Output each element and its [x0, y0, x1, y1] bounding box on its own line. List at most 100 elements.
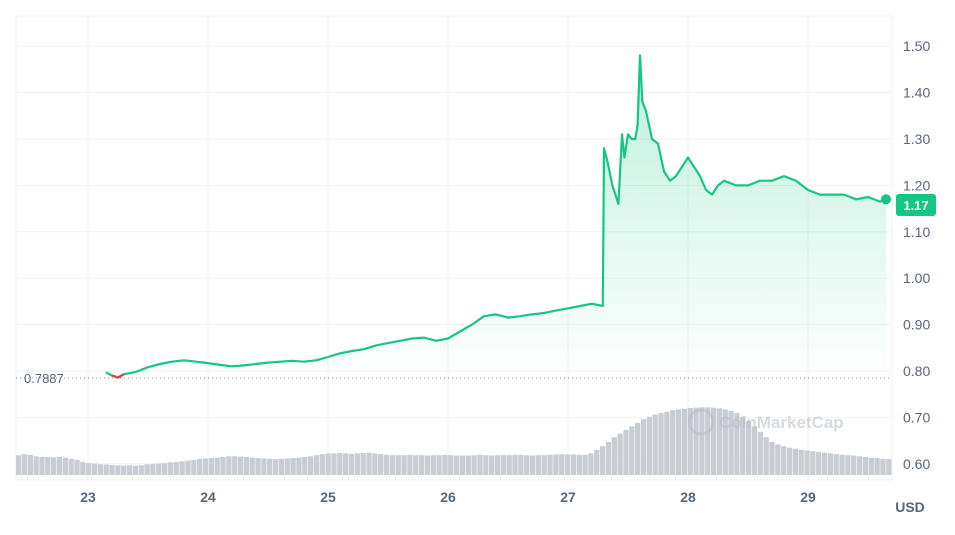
volume-bar: [237, 456, 244, 475]
volume-bar: [51, 457, 57, 475]
volume-bar: [313, 455, 320, 475]
y-tick-label: 0.60: [903, 456, 930, 472]
volume-bar: [436, 455, 442, 475]
volume-bar: [389, 455, 395, 475]
volume-bar: [255, 458, 261, 475]
volume-bar: [576, 454, 582, 475]
volume-bar: [675, 409, 682, 475]
price-line-path[interactable]: [105, 54, 887, 379]
volume-bar: [810, 451, 816, 475]
volume-bar: [173, 462, 179, 475]
x-tick-label: 24: [200, 489, 216, 505]
volume-bar: [629, 426, 635, 475]
volume-bar: [652, 414, 658, 475]
currency-label: USD: [895, 499, 925, 515]
volume-bar: [635, 422, 641, 475]
volume-bar: [308, 456, 314, 475]
x-tick-label: 23: [80, 489, 96, 505]
volume-bar: [214, 457, 220, 475]
volume-bar: [319, 454, 325, 475]
volume-bar: [705, 407, 711, 475]
volume-bar: [856, 456, 863, 475]
volume-bar: [716, 408, 723, 475]
volume-bar: [763, 437, 769, 475]
volume-bar: [681, 408, 687, 475]
volume-bar: [343, 453, 349, 475]
volume-bar: [728, 410, 734, 475]
volume-bar: [553, 454, 559, 475]
volume-bar: [658, 413, 664, 475]
volume-bar: [132, 465, 139, 475]
volume-bar: [600, 446, 606, 475]
volume-bar: [594, 449, 600, 475]
volume-bar: [407, 454, 413, 475]
volume-bar: [424, 455, 431, 475]
y-tick-label: 0.70: [903, 409, 930, 425]
volume-bar: [646, 416, 652, 475]
volume-bar: [261, 458, 267, 475]
current-price-label: 1.17: [903, 198, 928, 213]
volume-bar: [80, 462, 86, 475]
volume-bar: [162, 463, 168, 475]
current-price-dot[interactable]: [881, 194, 891, 205]
volume-bar: [331, 453, 337, 475]
volume-bar: [582, 454, 588, 475]
y-tick-label: 1.00: [903, 270, 930, 286]
volume-bar: [45, 457, 51, 475]
x-tick-label: 26: [440, 489, 456, 505]
volume-bar: [886, 459, 892, 475]
volume-bar: [670, 410, 676, 475]
volume-bar: [862, 457, 869, 475]
price-area: [106, 55, 886, 379]
volume-bar: [126, 465, 133, 475]
y-axis: 0.60 0.70 0.80 0.90 1.00 1.10 1.20 1.30 1.40 1.50: [903, 38, 930, 472]
volume-bar: [144, 464, 150, 475]
volume-bar: [91, 463, 98, 475]
volume-bar: [243, 457, 249, 475]
volume-bar: [880, 458, 886, 475]
volume-bar: [16, 455, 22, 475]
volume-bar: [535, 455, 541, 475]
x-tick-label: 29: [800, 489, 816, 505]
volume-bar: [547, 454, 553, 475]
volume-bar: [874, 458, 880, 475]
volume-bar: [401, 455, 407, 475]
volume-bar: [722, 409, 728, 475]
volume-bar: [611, 437, 617, 475]
volume-bar: [804, 450, 810, 475]
volume-bar: [430, 455, 436, 475]
volume-bar: [564, 454, 571, 475]
y-tick-label: 0.90: [903, 317, 930, 333]
volume-bar: [617, 433, 623, 475]
volume-bar: [786, 447, 793, 475]
volume-bar: [325, 453, 331, 475]
volume-bar: [524, 455, 530, 475]
volume-bar: [471, 455, 477, 475]
volume-bar: [529, 455, 536, 475]
volume-bar: [249, 457, 255, 475]
volume-bar: [284, 458, 290, 475]
volume-bar: [272, 459, 279, 475]
volume-bar: [448, 455, 454, 475]
open-price-label: 0.7887: [24, 371, 64, 386]
volume-bar: [109, 464, 115, 475]
volume-bar: [821, 452, 828, 475]
volume-bar: [693, 407, 699, 475]
volume-bar: [699, 407, 705, 475]
volume-bar: [202, 458, 209, 475]
volume-bar: [746, 421, 752, 475]
current-price-marker[interactable]: 1.17: [881, 194, 936, 216]
volume-bar: [378, 454, 384, 475]
volume-bars: [16, 407, 892, 475]
price-area-fill: [106, 55, 886, 379]
volume-bar: [226, 456, 232, 475]
price-line[interactable]: [105, 54, 887, 379]
volume-bar: [418, 455, 425, 475]
watermark-text: CoinMarketCap: [719, 413, 844, 432]
volume-bar: [74, 459, 80, 475]
volume-bar: [62, 457, 68, 475]
volume-bar: [640, 419, 647, 475]
volume-bar: [21, 454, 28, 475]
